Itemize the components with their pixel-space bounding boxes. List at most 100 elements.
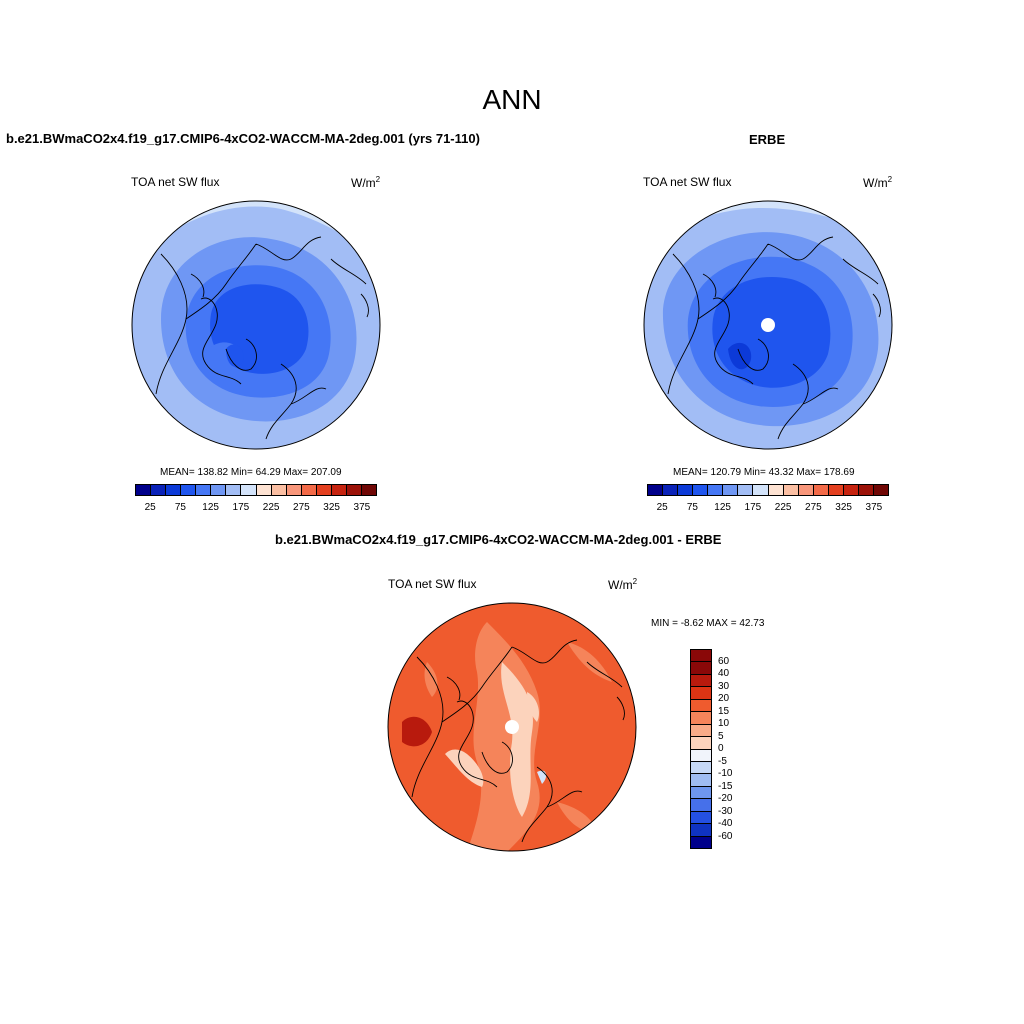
colorbar-swatch — [723, 485, 739, 495]
panel-2-colorbar — [647, 484, 889, 496]
colorbar-tick-label: 40 — [718, 668, 730, 679]
panel-3-polar-map — [387, 602, 637, 852]
colorbar-tick-label: 325 — [323, 502, 340, 513]
colorbar-tick-label: 20 — [718, 693, 730, 704]
colorbar-swatch — [753, 485, 769, 495]
colorbar-swatch — [768, 485, 784, 495]
colorbar-tick-label: 25 — [144, 502, 156, 513]
colorbar-tick-label: 60 — [718, 655, 730, 667]
colorbar-swatch — [813, 485, 829, 495]
colorbar-swatch — [151, 485, 167, 495]
colorbar-swatch — [346, 485, 362, 495]
colorbar-tick-label: 30 — [718, 680, 730, 692]
colorbar-swatch — [783, 485, 799, 495]
colorbar-tick-label: 25 — [656, 502, 668, 513]
colorbar-swatch — [648, 485, 664, 495]
colorbar-tick-label: 375 — [353, 502, 371, 513]
panel-1-units: W/m2 — [351, 175, 381, 190]
colorbar-swatch — [828, 485, 844, 495]
panel-2-units: W/m2 — [863, 175, 893, 190]
colorbar-swatch — [256, 485, 272, 495]
colorbar-tick-label: 10 — [718, 718, 730, 729]
colorbar-tick-label: 15 — [718, 705, 730, 717]
colorbar-swatch — [691, 687, 711, 700]
panel-1-stats: MEAN= 138.82 Min= 64.29 Max= 207.09 — [160, 467, 342, 478]
colorbar-swatch — [301, 485, 317, 495]
colorbar-tick-label: 175 — [744, 502, 762, 513]
colorbar-swatch — [691, 674, 711, 688]
colorbar-swatch — [166, 485, 182, 495]
colorbar-swatch — [271, 485, 287, 495]
panel-2-title: ERBE — [749, 132, 786, 147]
colorbar-swatch — [361, 485, 376, 495]
colorbar-tick-label: -15 — [718, 780, 733, 792]
colorbar-tick-label: 175 — [232, 502, 250, 513]
colorbar-tick-label: 125 — [202, 502, 219, 513]
colorbar-swatch — [286, 485, 302, 495]
colorbar-tick-label: -5 — [718, 755, 727, 767]
panel-2-field-label: TOA net SW flux — [643, 175, 732, 189]
panel-2-stats: MEAN= 120.79 Min= 43.32 Max= 178.69 — [673, 467, 855, 478]
panel-2-polar-map — [643, 200, 893, 450]
colorbar-tick-label: 275 — [805, 502, 822, 513]
colorbar-tick-label: 0 — [718, 743, 724, 754]
colorbar-tick-label: 325 — [835, 502, 852, 513]
panel-1-polar-map — [131, 200, 381, 450]
panel-3-field-label: TOA net SW flux — [388, 577, 477, 591]
colorbar-swatch — [691, 799, 711, 812]
panel-1-coastlines — [155, 236, 369, 440]
colorbar-swatch — [663, 485, 679, 495]
colorbar-swatch — [873, 485, 888, 495]
colorbar-swatch — [858, 485, 874, 495]
colorbar-swatch — [691, 712, 711, 725]
panel-1-field-label: TOA net SW flux — [131, 175, 220, 189]
colorbar-swatch — [691, 737, 711, 750]
panel-1-colorbar — [135, 484, 377, 496]
colorbar-swatch — [691, 749, 711, 762]
colorbar-swatch — [226, 485, 242, 495]
colorbar-swatch — [693, 485, 709, 495]
colorbar-swatch — [691, 650, 711, 663]
colorbar-swatch — [798, 485, 814, 495]
colorbar-swatch — [241, 485, 257, 495]
colorbar-swatch — [691, 786, 711, 800]
colorbar-tick-label: 275 — [293, 502, 310, 513]
colorbar-swatch — [181, 485, 197, 495]
colorbar-swatch — [691, 699, 711, 713]
panel-3-coastlines — [411, 639, 625, 843]
colorbar-swatch — [691, 761, 711, 775]
colorbar-swatch — [211, 485, 227, 495]
colorbar-swatch — [708, 485, 724, 495]
colorbar-tick-label: -20 — [718, 793, 733, 804]
colorbar-swatch — [196, 485, 212, 495]
colorbar-tick-label: 75 — [174, 502, 186, 513]
colorbar-tick-label: -40 — [718, 818, 733, 829]
colorbar-swatch — [678, 485, 694, 495]
main-title: ANN — [482, 84, 542, 115]
colorbar-tick-label: 125 — [714, 502, 731, 513]
panel-1-title: b.e21.BWmaCO2x4.f19_g17.CMIP6-4xCO2-WACC… — [6, 131, 480, 146]
panel-3-colorbar — [690, 649, 712, 849]
colorbar-swatch — [843, 485, 859, 495]
colorbar-tick-label: 5 — [718, 730, 724, 742]
colorbar-swatch — [738, 485, 754, 495]
colorbar-tick-label: -60 — [718, 830, 733, 842]
colorbar-tick-label: -30 — [718, 805, 733, 817]
colorbar-swatch — [331, 485, 347, 495]
colorbar-swatch — [691, 836, 711, 848]
colorbar-tick-label: -10 — [718, 768, 733, 779]
colorbar-swatch — [316, 485, 332, 495]
colorbar-swatch — [691, 662, 711, 675]
panel-2-coastlines — [667, 236, 881, 440]
colorbar-tick-label: 225 — [774, 502, 792, 513]
panel-3-units: W/m2 — [608, 577, 638, 592]
colorbar-swatch — [136, 485, 152, 495]
colorbar-tick-label: 375 — [865, 502, 883, 513]
panel-3-stats: MIN = -8.62 MAX = 42.73 — [651, 618, 765, 629]
colorbar-tick-label: 225 — [262, 502, 280, 513]
colorbar-tick-label: 75 — [686, 502, 698, 513]
colorbar-swatch — [691, 774, 711, 787]
colorbar-swatch — [691, 724, 711, 738]
colorbar-swatch — [691, 824, 711, 837]
panel-3-title: b.e21.BWmaCO2x4.f19_g17.CMIP6-4xCO2-WACC… — [275, 532, 722, 547]
